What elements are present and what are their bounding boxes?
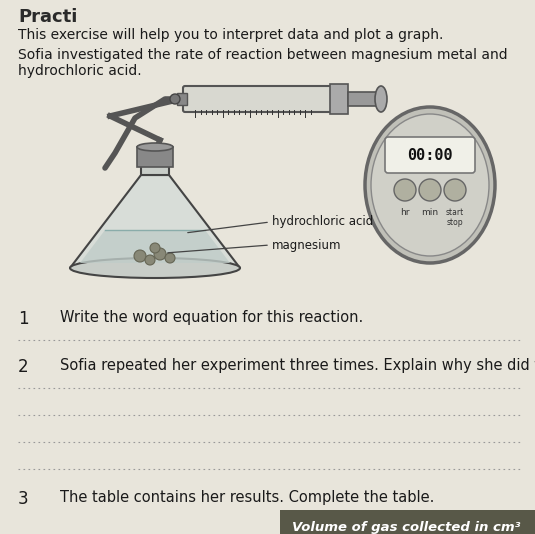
Text: hydrochloric acid: hydrochloric acid (272, 216, 373, 229)
FancyBboxPatch shape (385, 137, 475, 173)
Bar (280, 510, 535, 534)
Ellipse shape (365, 107, 495, 263)
Text: Practi: Practi (18, 8, 78, 26)
Text: Write the word equation for this reaction.: Write the word equation for this reactio… (60, 310, 363, 325)
Text: Sofia investigated the rate of reaction between magnesium metal and
hydrochloric: Sofia investigated the rate of reaction … (18, 48, 508, 78)
Circle shape (145, 255, 155, 265)
Bar (177, 93, 187, 105)
Text: Sofia repeated her experiment three times. Explain why she did this.: Sofia repeated her experiment three time… (60, 358, 535, 373)
Ellipse shape (375, 86, 387, 112)
Text: Volume of gas collected in cm³: Volume of gas collected in cm³ (292, 521, 520, 533)
Ellipse shape (371, 114, 489, 256)
FancyBboxPatch shape (183, 86, 332, 112)
Bar (348, 92, 376, 106)
Bar (137, 147, 173, 167)
Circle shape (134, 250, 146, 262)
Circle shape (150, 243, 160, 253)
Polygon shape (70, 175, 240, 268)
Text: magnesium: magnesium (272, 239, 341, 252)
Text: The table contains her results. Complete the table.: The table contains her results. Complete… (60, 490, 434, 505)
Text: min: min (422, 208, 439, 217)
Text: This exercise will help you to interpret data and plot a graph.: This exercise will help you to interpret… (18, 28, 444, 42)
Polygon shape (80, 230, 230, 263)
Circle shape (154, 248, 166, 260)
Text: start
stop: start stop (446, 208, 464, 227)
Circle shape (419, 179, 441, 201)
Circle shape (170, 94, 180, 104)
Bar (330, 84, 348, 114)
Text: hr: hr (400, 208, 410, 217)
Bar (141, 162, 169, 175)
Text: 00:00: 00:00 (407, 147, 453, 162)
Ellipse shape (70, 258, 240, 278)
Circle shape (444, 179, 466, 201)
Text: 2: 2 (18, 358, 29, 376)
Text: 1: 1 (18, 310, 29, 328)
Circle shape (165, 253, 175, 263)
Text: 3: 3 (18, 490, 29, 508)
Circle shape (394, 179, 416, 201)
Ellipse shape (137, 143, 173, 151)
